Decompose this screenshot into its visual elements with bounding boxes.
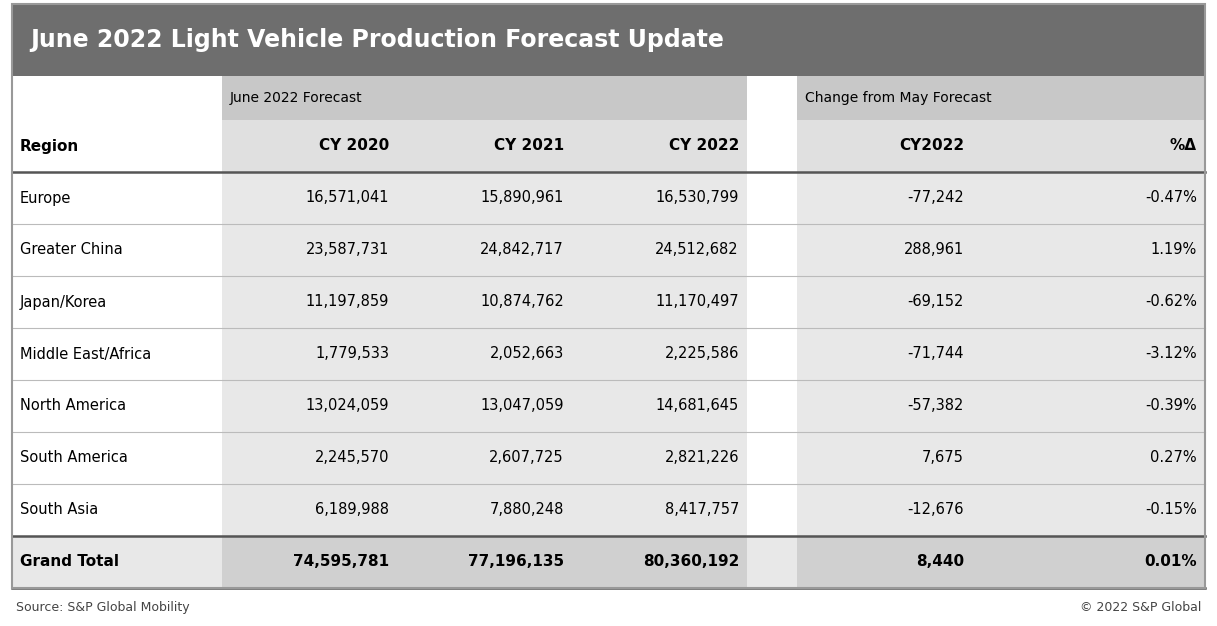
Text: 288,961: 288,961 bbox=[904, 242, 964, 257]
Text: -0.62%: -0.62% bbox=[1145, 294, 1198, 309]
Bar bbox=[221, 536, 747, 588]
Bar bbox=[221, 120, 747, 172]
Bar bbox=[12, 328, 1205, 380]
Bar bbox=[221, 484, 747, 536]
Bar bbox=[12, 76, 1205, 120]
Bar bbox=[797, 484, 1205, 536]
Text: Greater China: Greater China bbox=[19, 242, 123, 257]
Text: CY 2020: CY 2020 bbox=[319, 138, 389, 153]
Text: 13,047,059: 13,047,059 bbox=[481, 399, 563, 414]
Bar bbox=[797, 328, 1205, 380]
Text: 2,607,725: 2,607,725 bbox=[489, 451, 563, 466]
Text: %Δ: %Δ bbox=[1170, 138, 1198, 153]
Text: 0.27%: 0.27% bbox=[1150, 451, 1198, 466]
Text: June 2022 Light Vehicle Production Forecast Update: June 2022 Light Vehicle Production Forec… bbox=[30, 28, 724, 52]
Bar bbox=[221, 224, 747, 276]
Text: 0.01%: 0.01% bbox=[1144, 555, 1198, 570]
Text: -0.47%: -0.47% bbox=[1145, 190, 1198, 205]
Text: 23,587,731: 23,587,731 bbox=[305, 242, 389, 257]
Text: 13,024,059: 13,024,059 bbox=[305, 399, 389, 414]
Bar bbox=[12, 432, 1205, 484]
Text: 80,360,192: 80,360,192 bbox=[643, 555, 739, 570]
Bar bbox=[797, 76, 1205, 120]
Text: 11,197,859: 11,197,859 bbox=[305, 294, 389, 309]
Bar bbox=[797, 120, 1205, 172]
Text: © 2022 S&P Global: © 2022 S&P Global bbox=[1079, 601, 1201, 614]
Text: 8,417,757: 8,417,757 bbox=[664, 503, 739, 518]
Text: 74,595,781: 74,595,781 bbox=[293, 555, 389, 570]
Bar bbox=[221, 276, 747, 328]
Bar bbox=[797, 172, 1205, 224]
Text: CY 2022: CY 2022 bbox=[668, 138, 739, 153]
Text: Region: Region bbox=[19, 138, 79, 153]
Text: -71,744: -71,744 bbox=[908, 347, 964, 361]
Text: Source: S&P Global Mobility: Source: S&P Global Mobility bbox=[16, 601, 190, 614]
Text: CY2022: CY2022 bbox=[899, 138, 964, 153]
Bar bbox=[797, 536, 1205, 588]
Text: 14,681,645: 14,681,645 bbox=[656, 399, 739, 414]
Text: 8,440: 8,440 bbox=[916, 555, 964, 570]
Text: Change from May Forecast: Change from May Forecast bbox=[804, 91, 992, 105]
Text: Europe: Europe bbox=[19, 190, 72, 205]
Bar bbox=[12, 224, 1205, 276]
Bar bbox=[221, 432, 747, 484]
Text: 24,512,682: 24,512,682 bbox=[656, 242, 739, 257]
Bar bbox=[12, 4, 1205, 76]
Text: 2,225,586: 2,225,586 bbox=[664, 347, 739, 361]
Text: 2,052,663: 2,052,663 bbox=[489, 347, 563, 361]
Text: 2,245,570: 2,245,570 bbox=[314, 451, 389, 466]
Bar bbox=[12, 276, 1205, 328]
Text: 16,530,799: 16,530,799 bbox=[656, 190, 739, 205]
Text: 10,874,762: 10,874,762 bbox=[481, 294, 563, 309]
Text: -57,382: -57,382 bbox=[908, 399, 964, 414]
Bar bbox=[221, 76, 747, 120]
Bar bbox=[797, 432, 1205, 484]
Text: 11,170,497: 11,170,497 bbox=[656, 294, 739, 309]
Bar bbox=[12, 380, 1205, 432]
Text: 1,779,533: 1,779,533 bbox=[315, 347, 389, 361]
Bar bbox=[12, 172, 1205, 224]
Text: -12,676: -12,676 bbox=[908, 503, 964, 518]
Text: -3.12%: -3.12% bbox=[1145, 347, 1198, 361]
Text: 7,880,248: 7,880,248 bbox=[489, 503, 563, 518]
Text: 6,189,988: 6,189,988 bbox=[315, 503, 389, 518]
Bar bbox=[12, 484, 1205, 536]
Text: 2,821,226: 2,821,226 bbox=[664, 451, 739, 466]
Bar bbox=[221, 172, 747, 224]
Text: June 2022 Forecast: June 2022 Forecast bbox=[230, 91, 363, 105]
Text: North America: North America bbox=[19, 399, 127, 414]
Bar bbox=[221, 380, 747, 432]
Text: 7,675: 7,675 bbox=[922, 451, 964, 466]
Text: 16,571,041: 16,571,041 bbox=[305, 190, 389, 205]
Text: 24,842,717: 24,842,717 bbox=[481, 242, 563, 257]
Bar bbox=[12, 536, 1205, 588]
Text: -0.39%: -0.39% bbox=[1145, 399, 1198, 414]
Bar bbox=[221, 328, 747, 380]
Bar bbox=[12, 120, 1205, 172]
Bar bbox=[797, 380, 1205, 432]
Text: CY 2021: CY 2021 bbox=[494, 138, 563, 153]
Bar bbox=[797, 276, 1205, 328]
Text: 15,890,961: 15,890,961 bbox=[481, 190, 563, 205]
Text: Middle East/Africa: Middle East/Africa bbox=[19, 347, 151, 361]
Text: 1.19%: 1.19% bbox=[1151, 242, 1198, 257]
Text: Japan/Korea: Japan/Korea bbox=[19, 294, 107, 309]
Text: 77,196,135: 77,196,135 bbox=[467, 555, 563, 570]
Text: -77,242: -77,242 bbox=[907, 190, 964, 205]
Text: South Asia: South Asia bbox=[19, 503, 99, 518]
Bar bbox=[797, 224, 1205, 276]
Text: -0.15%: -0.15% bbox=[1145, 503, 1198, 518]
Text: Grand Total: Grand Total bbox=[19, 555, 119, 570]
Text: South America: South America bbox=[19, 451, 128, 466]
Text: -69,152: -69,152 bbox=[908, 294, 964, 309]
